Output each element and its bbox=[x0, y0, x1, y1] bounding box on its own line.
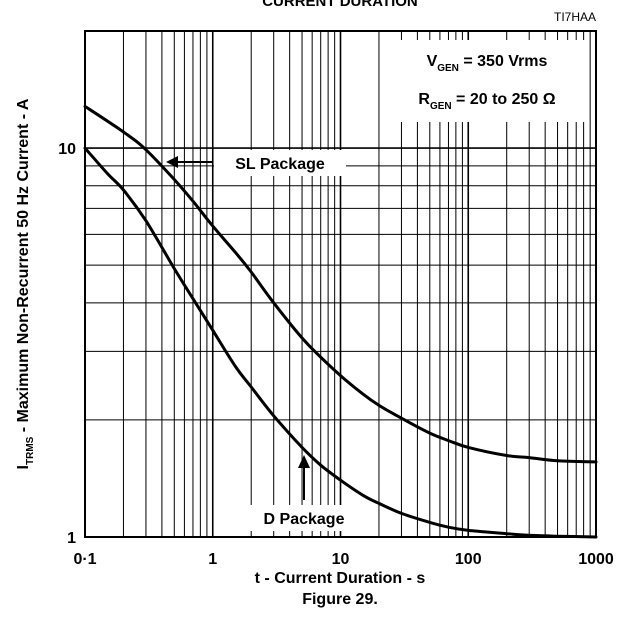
y-tick-labels: 1 10 bbox=[58, 141, 76, 547]
d-label-bg bbox=[236, 505, 372, 531]
x-tick-label: 100 bbox=[455, 551, 482, 568]
y-axis-label: ITRMS - Maximum Non-Recurrent 50 Hz Curr… bbox=[15, 98, 36, 469]
sl-package-label: SL Package bbox=[235, 156, 325, 173]
condition-rgen-sub: GEN bbox=[430, 101, 452, 112]
sl-label-bg bbox=[214, 150, 346, 176]
y-tick-label: 10 bbox=[58, 141, 76, 158]
series-line-sl-package bbox=[83, 104, 598, 464]
series-line-d-package bbox=[83, 146, 598, 539]
chart-title: CURRENT DURATION bbox=[262, 0, 418, 10]
conditions-box bbox=[387, 40, 587, 122]
figure-id: TI7HAA bbox=[554, 10, 596, 24]
condition-vgen-value: = 350 Vrms bbox=[459, 53, 548, 70]
x-axis-label: t - Current Duration - s bbox=[255, 570, 426, 587]
condition-rgen-value: = 20 to 250 Ω bbox=[452, 91, 556, 108]
condition-rgen-symbol: R bbox=[418, 91, 430, 108]
x-tick-labels: 0·1 1 10 100 1000 bbox=[73, 551, 613, 568]
x-tick-label: 10 bbox=[332, 551, 350, 568]
condition-rgen: RGEN = 20 to 250 Ω bbox=[418, 91, 555, 112]
condition-vgen-symbol: V bbox=[427, 53, 438, 70]
x-tick-label: 1 bbox=[208, 551, 217, 568]
y-axis-label-rest: - Maximum Non-Recurrent 50 Hz Current - … bbox=[15, 98, 32, 437]
plot-frame bbox=[84, 30, 597, 538]
d-arrow-head bbox=[298, 455, 310, 468]
grid bbox=[85, 31, 596, 537]
d-package-label: D Package bbox=[264, 511, 345, 528]
figure-caption: Figure 29. bbox=[302, 591, 378, 608]
x-tick-label: 0·1 bbox=[73, 551, 96, 568]
y-axis-label-sub: TRMS bbox=[25, 436, 36, 465]
y-axis-label-symbol: I bbox=[15, 465, 32, 469]
condition-vgen-sub: GEN bbox=[437, 63, 459, 74]
x-tick-label: 1000 bbox=[578, 551, 614, 568]
y-tick-label: 1 bbox=[67, 530, 76, 547]
sl-arrow-head bbox=[166, 156, 178, 168]
condition-vgen: VGEN = 350 Vrms bbox=[427, 53, 548, 74]
series-layer bbox=[83, 104, 598, 539]
